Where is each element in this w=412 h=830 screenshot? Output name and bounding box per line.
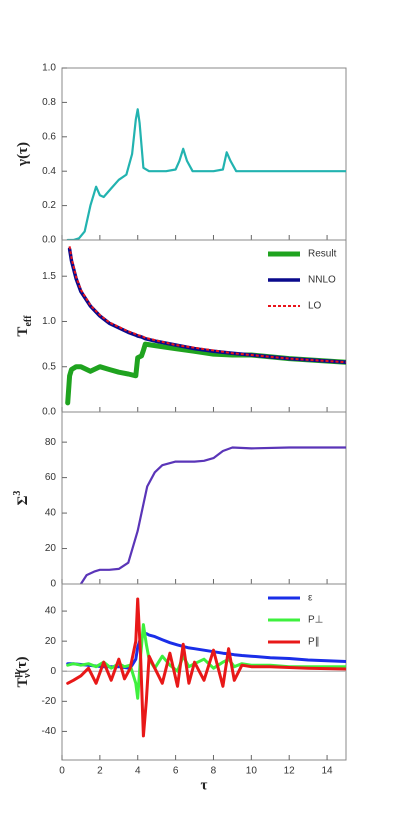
y-label-main: T (15, 327, 31, 337)
y-tick-label: 1.5 (42, 271, 56, 282)
x-tick-label: 4 (135, 766, 141, 777)
plot-frame (61, 411, 347, 585)
y-tick-label: 40 (45, 508, 57, 519)
legend-label: LO (308, 301, 322, 312)
y-label-main: Σ (15, 495, 31, 505)
x-tick-label: 8 (211, 766, 217, 777)
x-tick-label: 14 (322, 766, 334, 777)
plot-frame (61, 67, 347, 241)
y-tick-label: 1.0 (42, 316, 56, 327)
y-label-main: T (15, 678, 31, 688)
y-tick-label: 0.2 (42, 200, 56, 211)
legend-label: Result (308, 249, 337, 260)
y-tick-label: 20 (45, 636, 57, 647)
data-line (66, 597, 346, 738)
x-tick-label: 12 (284, 766, 296, 777)
y-tick-label: 0 (50, 666, 56, 677)
y-label-sub: eff (23, 315, 34, 327)
y-label-tail: (τ) (14, 656, 30, 673)
y-tick-label: 0 (50, 579, 56, 590)
y-axis-label: Teff (15, 315, 34, 337)
x-tick-label: 6 (173, 766, 179, 777)
legend-label: P⊥ (308, 615, 323, 626)
y-label-sup: 3 (12, 491, 23, 496)
y-axis-label: γ(τ) (15, 142, 31, 167)
plot-frame (61, 239, 347, 413)
y-tick-label: 0.6 (42, 131, 56, 142)
y-tick-label: 0.8 (42, 97, 56, 108)
plot-frame (61, 583, 347, 761)
y-tick-label: -20 (42, 696, 57, 707)
data-line (79, 446, 346, 584)
x-axis-label: τ (201, 777, 208, 793)
x-tick-label: 2 (97, 766, 103, 777)
x-tick-label: 0 (59, 766, 65, 777)
y-axis-label: Σ3 (12, 491, 31, 506)
y-label-sub: ν (22, 673, 33, 679)
y-tick-label: 60 (45, 472, 57, 483)
data-line (65, 341, 346, 406)
y-label-sup: μ (12, 672, 23, 678)
y-tick-label: 0.0 (42, 235, 56, 246)
y-tick-label: 80 (45, 437, 57, 448)
legend-label: P∥ (308, 637, 320, 648)
data-line (66, 623, 346, 700)
legend-label: NNLO (308, 275, 336, 286)
y-tick-label: 0.0 (42, 407, 56, 418)
legend-label: ε (308, 593, 313, 604)
data-line (67, 247, 346, 364)
y-tick-label: 0.5 (42, 361, 56, 372)
y-tick-label: 20 (45, 543, 57, 554)
y-label-main: γ(τ) (15, 142, 31, 167)
y-tick-label: 0.4 (42, 166, 56, 177)
y-tick-label: -40 (42, 726, 57, 737)
data-line (68, 246, 346, 364)
data-line (66, 108, 346, 240)
y-tick-label: 40 (45, 606, 57, 617)
y-axis-label: Tμν(τ) (12, 656, 33, 687)
y-tick-label: 1.0 (42, 63, 56, 74)
x-tick-label: 10 (246, 766, 258, 777)
